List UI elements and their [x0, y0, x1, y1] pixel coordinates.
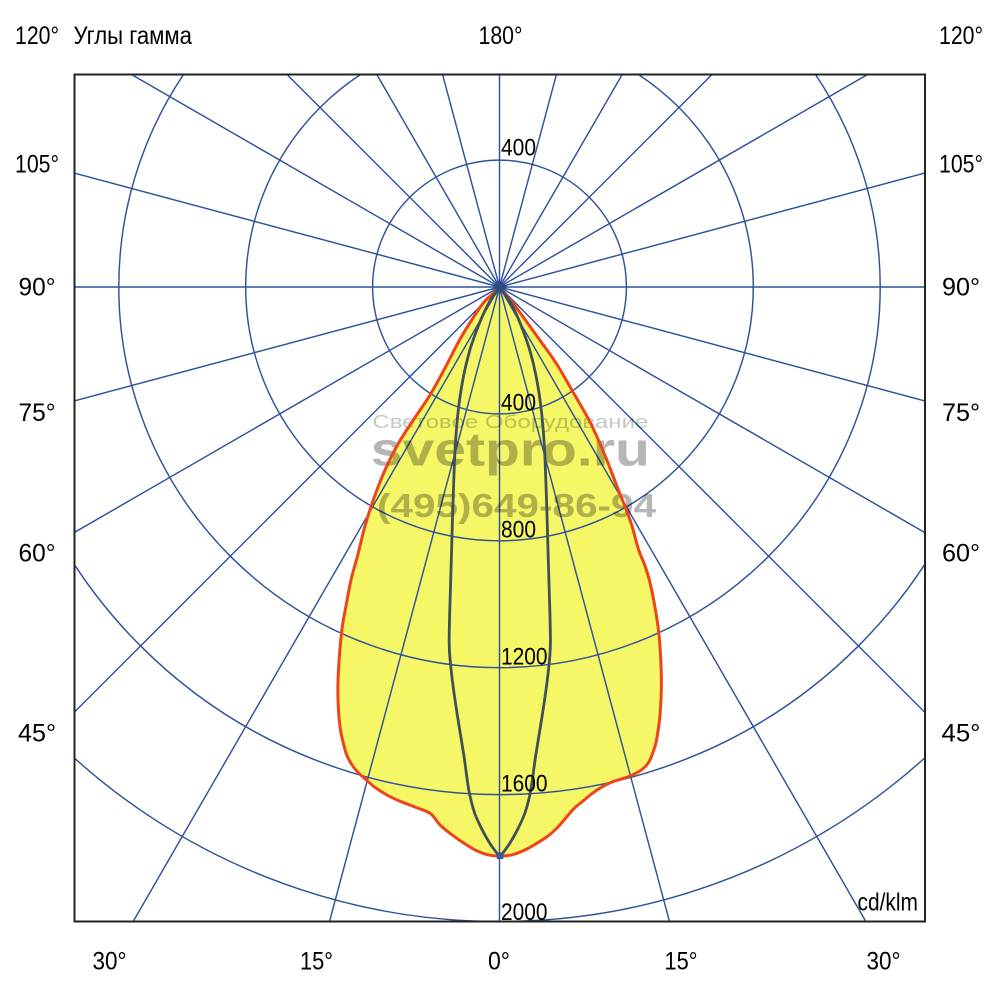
svg-text:180°: 180°: [479, 22, 523, 50]
svg-text:120°: 120°: [15, 22, 59, 50]
svg-text:1600: 1600: [501, 770, 548, 797]
svg-text:45°: 45°: [18, 720, 56, 748]
svg-text:svetpro.ru: svetpro.ru: [371, 423, 650, 476]
svg-text:45°: 45°: [942, 720, 981, 748]
svg-text:105°: 105°: [15, 151, 59, 179]
svg-text:105°: 105°: [939, 151, 983, 179]
svg-text:90°: 90°: [942, 274, 980, 302]
svg-text:90°: 90°: [19, 274, 56, 302]
svg-text:60°: 60°: [19, 540, 56, 568]
svg-text:Углы гамма: Углы гамма: [74, 22, 193, 50]
svg-text:15°: 15°: [300, 948, 333, 976]
svg-text:400: 400: [501, 390, 536, 417]
svg-text:Световое Оборудование: Световое Оборудование: [372, 412, 648, 432]
svg-text:2000: 2000: [501, 899, 548, 926]
svg-text:60°: 60°: [942, 540, 980, 568]
svg-text:75°: 75°: [942, 399, 980, 427]
svg-text:30°: 30°: [867, 948, 901, 976]
svg-text:1200: 1200: [501, 644, 548, 671]
svg-text:800: 800: [501, 517, 536, 544]
svg-text:400: 400: [501, 135, 536, 162]
svg-text:(495)649-86-94: (495)649-86-94: [377, 487, 657, 524]
svg-text:30°: 30°: [93, 948, 127, 976]
svg-text:120°: 120°: [939, 22, 983, 50]
svg-text:15°: 15°: [665, 948, 698, 976]
svg-text:75°: 75°: [19, 399, 56, 427]
svg-text:cd/klm: cd/klm: [858, 889, 919, 917]
svg-text:0°: 0°: [488, 948, 510, 976]
